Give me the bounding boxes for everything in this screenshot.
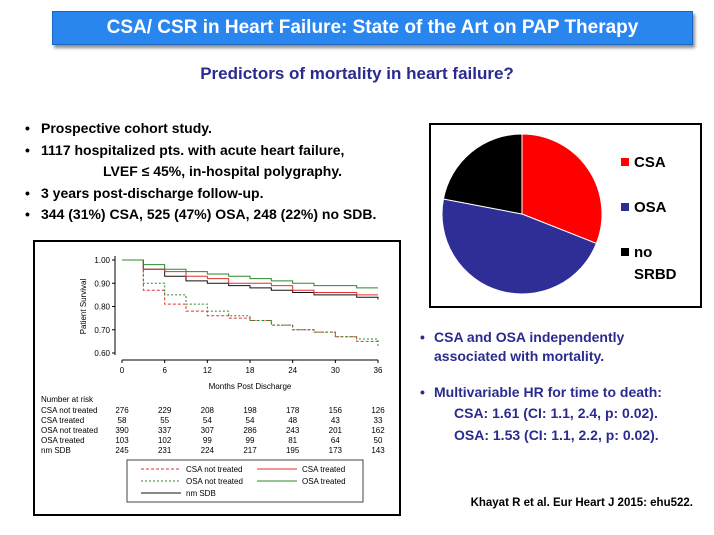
survival-chart-panel: 1.00 0.90 0.80 0.70 0.60 0 6 12 18 24 30 36 Patient …	[33, 240, 401, 516]
at-risk-value: 99	[246, 436, 255, 445]
at-risk-value: 162	[371, 426, 385, 435]
slide-title: CSA/ CSR in Heart Failure: State of the …	[52, 11, 693, 45]
bullet-design: Prospective cohort study.	[23, 118, 433, 140]
pie-legend-swatch	[621, 158, 629, 166]
pie-legend-label: no	[634, 244, 652, 261]
finding-hr-heading: Multivariable HR for time to death:	[418, 383, 708, 402]
at-risk-value: 195	[286, 446, 300, 455]
pie-slice-no-srbd	[442, 133, 523, 215]
at-risk-value: 50	[374, 436, 383, 445]
x-tick-label: 36	[374, 366, 383, 375]
at-risk-row-label: nm SDB	[41, 446, 71, 455]
at-risk-value: 54	[203, 416, 212, 425]
finding-independent-line1: CSA and OSA independently	[434, 329, 625, 345]
at-risk-value: 156	[329, 406, 343, 415]
citation: Khayat R et al. Eur Heart J 2015: ehu522…	[470, 497, 693, 509]
at-risk-value: 243	[286, 426, 300, 435]
x-axis-title: Months Post Discharge	[209, 382, 292, 391]
at-risk-value: 286	[243, 426, 257, 435]
at-risk-row-label: OSA not treated	[41, 426, 98, 435]
at-risk-value: 173	[329, 446, 343, 455]
at-risk-value: 276	[115, 406, 129, 415]
at-risk-value: 48	[288, 416, 297, 425]
at-risk-row-label: CSA treated	[41, 416, 84, 425]
at-risk-value: 81	[288, 436, 297, 445]
at-risk-value: 245	[115, 446, 129, 455]
y-tick-label: 0.60	[94, 349, 110, 358]
at-risk-row-label: OSA treated	[41, 436, 85, 445]
finding-csa-hr: CSA: 1.61 (CI: 1.1, 2.4, p: 0.02).	[454, 405, 658, 421]
survival-legend-box	[126, 459, 364, 503]
at-risk-value: 337	[158, 426, 172, 435]
x-tick-label: 12	[203, 366, 212, 375]
finding-independent: CSA and OSA independently associated wit…	[418, 328, 708, 366]
series-osa-not-treated	[122, 259, 379, 347]
survival-legend-label: CSA not treated	[186, 465, 242, 474]
survival-chart: 1.00 0.90 0.80 0.70 0.60 0 6 12 18 24 30 36 Patient …	[41, 256, 385, 503]
x-tick-label: 24	[288, 366, 297, 375]
findings-panel: CSA and OSA independently associated wit…	[418, 328, 708, 446]
slide-subtitle: Predictors of mortality in heart failure…	[200, 64, 514, 83]
at-risk-value: 231	[158, 446, 172, 455]
at-risk-value: 224	[201, 446, 215, 455]
pie-legend-label: OSA	[634, 199, 667, 216]
at-risk-value: 99	[203, 436, 212, 445]
y-tick-label: 0.90	[94, 279, 110, 288]
survival-legend-label: OSA treated	[302, 477, 346, 486]
at-risk-value: 55	[160, 416, 169, 425]
at-risk-row-label: CSA not treated	[41, 406, 97, 415]
pie-legend-swatch	[621, 203, 629, 211]
pie-legend-swatch	[621, 248, 629, 256]
y-axis-title: Patient Survival	[79, 278, 88, 334]
pie-legend-label: CSA	[634, 154, 666, 171]
series-csa-treated	[122, 259, 378, 296]
bullet-population-line2: LVEF ≤ 45%, in-hospital polygraphy.	[103, 163, 342, 179]
at-risk-value: 201	[329, 426, 343, 435]
at-risk-value: 390	[115, 426, 129, 435]
at-risk-value: 54	[246, 416, 255, 425]
y-tick-label: 0.80	[94, 303, 110, 312]
at-risk-value: 43	[331, 416, 340, 425]
study-bullets: Prospective cohort study. 1117 hospitali…	[23, 118, 433, 226]
at-risk-value: 64	[331, 436, 340, 445]
bullet-follow-up: 3 years post-discharge follow-up.	[23, 183, 433, 205]
survival-legend-label: nm SDB	[186, 489, 216, 498]
y-tick-label: 0.70	[94, 326, 110, 335]
x-tick-label: 30	[331, 366, 340, 375]
survival-legend-label: OSA not treated	[186, 477, 243, 486]
x-tick-label: 0	[120, 366, 125, 375]
series-csa-not-treated	[122, 259, 379, 347]
at-risk-value: 229	[158, 406, 172, 415]
at-risk-value: 217	[243, 446, 257, 455]
finding-osa-hr: OSA: 1.53 (CI: 1.1, 2.2, p: 0.02).	[454, 427, 659, 443]
y-tick-label: 1.00	[94, 256, 110, 265]
pie-chart-panel: CSA OSA no SRBD	[429, 123, 702, 308]
bullet-groups: 344 (31%) CSA, 525 (47%) OSA, 248 (22%) …	[23, 204, 433, 226]
at-risk-value: 33	[374, 416, 383, 425]
bullet-population: 1117 hospitalized pts. with acute heart …	[23, 140, 433, 183]
bullet-population-line1: 1117 hospitalized pts. with acute heart …	[41, 141, 345, 158]
pie-legend-label: SRBD	[634, 266, 677, 283]
at-risk-value: 102	[158, 436, 172, 445]
at-risk-value: 126	[371, 406, 385, 415]
at-risk-value: 198	[243, 406, 257, 415]
at-risk-value: 208	[201, 406, 215, 415]
x-tick-label: 18	[246, 366, 255, 375]
series-nm-sdb	[122, 259, 379, 300]
at-risk-title: Number at risk	[41, 395, 94, 404]
at-risk-value: 58	[118, 416, 127, 425]
x-tick-label: 6	[162, 366, 167, 375]
pie-slice-osa	[441, 198, 598, 295]
at-risk-value: 178	[286, 406, 300, 415]
series-osa-treated	[122, 259, 378, 289]
at-risk-value: 143	[371, 446, 385, 455]
pie-chart: CSA OSA no SRBD	[441, 133, 677, 295]
finding-independent-line2: associated with mortality.	[434, 348, 605, 364]
at-risk-value: 103	[115, 436, 129, 445]
survival-legend-label: CSA treated	[302, 465, 345, 474]
pie-slice-csa	[521, 133, 603, 245]
at-risk-value: 307	[201, 426, 215, 435]
